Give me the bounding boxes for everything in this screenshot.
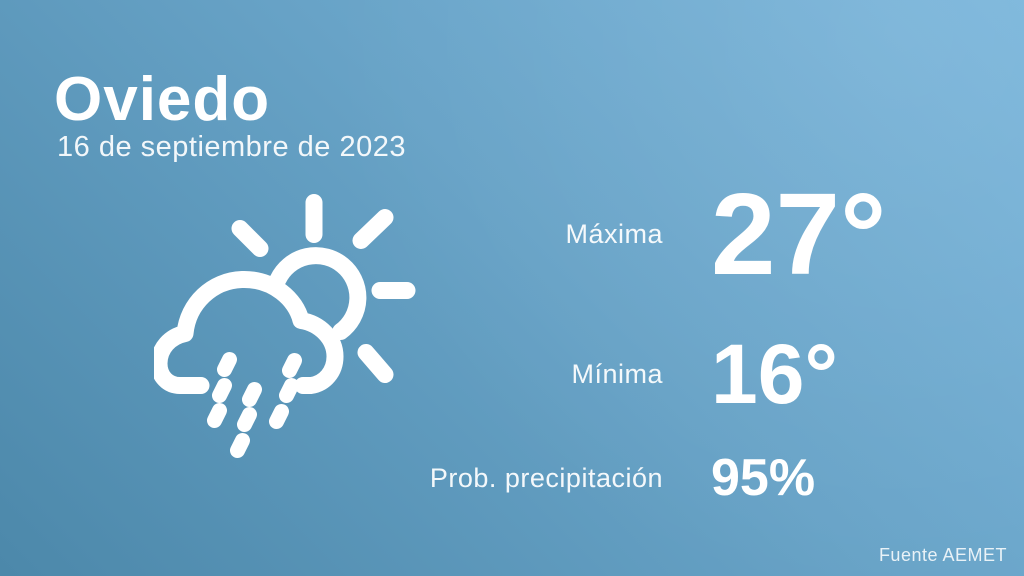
sun-behind-rain-cloud-icon — [154, 191, 419, 466]
forecast-rows: Máxima 27° Mínima 16° Prob. precipitació… — [300, 0, 940, 576]
min-temperature-value: 16° — [711, 327, 839, 421]
page-title: Oviedo — [54, 65, 271, 134]
min-temperature-row: Mínima 16° — [300, 330, 940, 418]
precipitation-probability-label: Prob. precipitación — [429, 462, 663, 493]
precipitation-probability-row: Prob. precipitación 95% — [300, 452, 940, 504]
max-temperature-label: Máxima — [565, 218, 663, 249]
min-temperature-label: Mínima — [571, 358, 663, 389]
max-temperature-row: Máxima 27° — [300, 176, 940, 292]
date-subtitle: 16 de septiembre de 2023 — [57, 131, 406, 163]
sun-arc — [269, 247, 367, 340]
cloud-outline — [154, 271, 344, 394]
sun-rays — [231, 194, 416, 383]
max-temperature-value: 27° — [711, 169, 887, 299]
rain-drops — [207, 352, 302, 458]
precipitation-probability-value: 95% — [711, 449, 816, 507]
data-source-credit: Fuente AEMET — [878, 545, 1007, 565]
